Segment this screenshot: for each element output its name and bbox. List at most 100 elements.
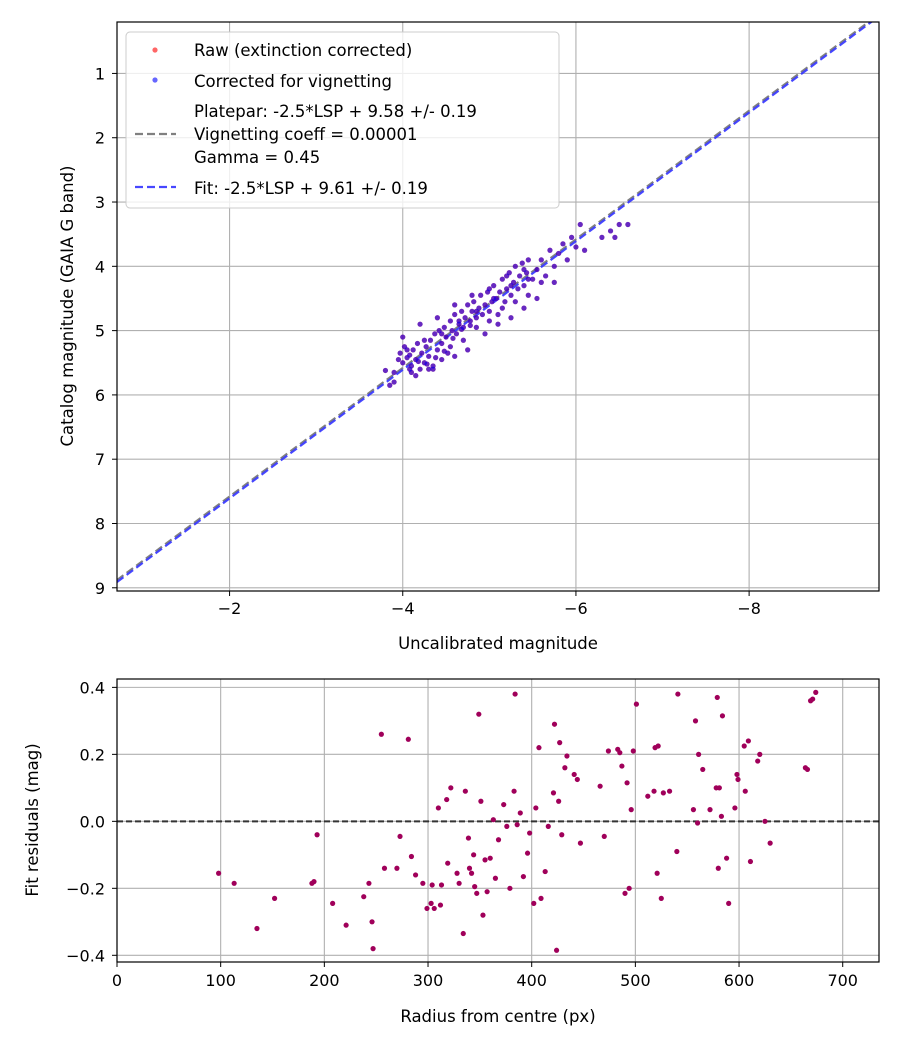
corrected-point [612, 234, 618, 240]
residual-point [674, 848, 680, 855]
corrected-point [538, 279, 544, 285]
residual-point [735, 776, 741, 783]
corrected-point [499, 276, 505, 282]
corrected-point [525, 257, 531, 263]
residual-point [478, 798, 484, 804]
corrected-point [417, 321, 423, 327]
corrected-point [551, 279, 557, 285]
residual-point [311, 879, 317, 885]
corrected-point [525, 292, 531, 298]
corrected-point [419, 350, 425, 356]
residual-point [557, 740, 563, 746]
residual-point [714, 694, 720, 701]
corrected-point [534, 295, 540, 302]
residual-point [577, 840, 584, 846]
residual-point [597, 783, 603, 789]
residual-points [216, 689, 819, 953]
corrected-point [478, 292, 484, 298]
corrected-point [482, 331, 488, 337]
corrected-point [449, 328, 455, 334]
residual-point [666, 788, 673, 794]
residual-point [692, 718, 699, 724]
residual-point [742, 788, 748, 794]
corrected-point [599, 234, 605, 240]
residual-point [700, 766, 706, 773]
top-x-axis-label: Uncalibrated magnitude [398, 634, 598, 653]
bottom-y-tick-label: −0.2 [66, 879, 105, 898]
residual-point [448, 785, 454, 791]
residual-point [514, 822, 520, 828]
residual-point [484, 889, 490, 895]
legend-gamma-label: Gamma = 0.45 [194, 148, 320, 167]
residual-point [645, 793, 651, 799]
corrected-point [452, 311, 458, 318]
residual-point [630, 748, 636, 754]
residual-point [767, 840, 773, 846]
corrected-point [441, 348, 447, 354]
residual-point [675, 691, 681, 697]
residual-point [424, 905, 430, 912]
legend-vignetting-label: Vignetting coeff = 0.00001 [194, 125, 418, 144]
residual-point [551, 721, 558, 727]
corrected-point [439, 356, 445, 363]
corrected-point [407, 366, 413, 372]
corrected-point [459, 308, 465, 314]
corrected-point [515, 286, 521, 292]
corrected-point [521, 283, 527, 289]
corrected-point [577, 221, 583, 228]
corrected-point [469, 308, 475, 314]
residual-point [330, 900, 336, 906]
corrected-point [456, 318, 462, 324]
corrected-point [508, 315, 514, 321]
corrected-point [382, 367, 389, 374]
residual-point [454, 870, 460, 876]
residual-point [490, 817, 496, 823]
corrected-point [491, 283, 497, 289]
residual-point [456, 880, 462, 886]
bottom-x-tick-label: 0 [112, 971, 122, 990]
corrected-point [460, 337, 466, 343]
residual-point [501, 801, 507, 808]
corrected-point [504, 273, 510, 279]
residual-point [504, 823, 510, 829]
bottom-y-tick-label: 0.4 [80, 678, 105, 697]
top-y-tick-label: 9 [95, 579, 105, 598]
residual-point [556, 798, 562, 804]
corrected-point [519, 260, 525, 266]
corrected-point [473, 324, 479, 330]
residual-point [715, 865, 721, 871]
top-y-tick-label: 8 [95, 514, 105, 533]
corrected-point [450, 335, 456, 341]
residual-point [408, 853, 415, 860]
residual-point [550, 790, 557, 796]
residual-point [626, 885, 632, 891]
corrected-point [443, 334, 449, 340]
bottom-y-tick-label: 0.0 [80, 812, 105, 831]
legend-fit-label: Fit: -2.5*LSP + 9.61 +/- 0.19 [194, 179, 428, 198]
bottom-x-ticks: 0 100 200 300 400 500 600 700 [112, 962, 858, 990]
top-y-tick-label: 3 [95, 193, 105, 212]
corrected-point [504, 286, 510, 292]
bottom-x-tick-label: 700 [827, 971, 858, 990]
corrected-point [459, 326, 465, 332]
top-x-tick-label: −6 [564, 599, 588, 618]
residual-point [654, 870, 660, 876]
residual-point [624, 780, 630, 786]
legend-corrected-label: Corrected for vignetting [194, 72, 392, 91]
corrected-point [551, 263, 557, 269]
residual-point [507, 885, 513, 891]
corrected-point [521, 266, 527, 273]
residual-point [511, 788, 517, 794]
residual-point [381, 865, 388, 871]
corrected-point [467, 318, 473, 324]
residual-point [745, 738, 751, 744]
residual-point [619, 763, 625, 769]
bottom-x-tick-label: 600 [724, 971, 755, 990]
top-y-tick-label: 5 [95, 322, 105, 341]
residual-point [431, 905, 437, 912]
corrected-point [473, 308, 479, 314]
legend-raw-marker [152, 47, 158, 53]
bottom-x-tick-label: 200 [309, 971, 340, 990]
corrected-point [427, 337, 434, 343]
corrected-point [447, 318, 453, 324]
